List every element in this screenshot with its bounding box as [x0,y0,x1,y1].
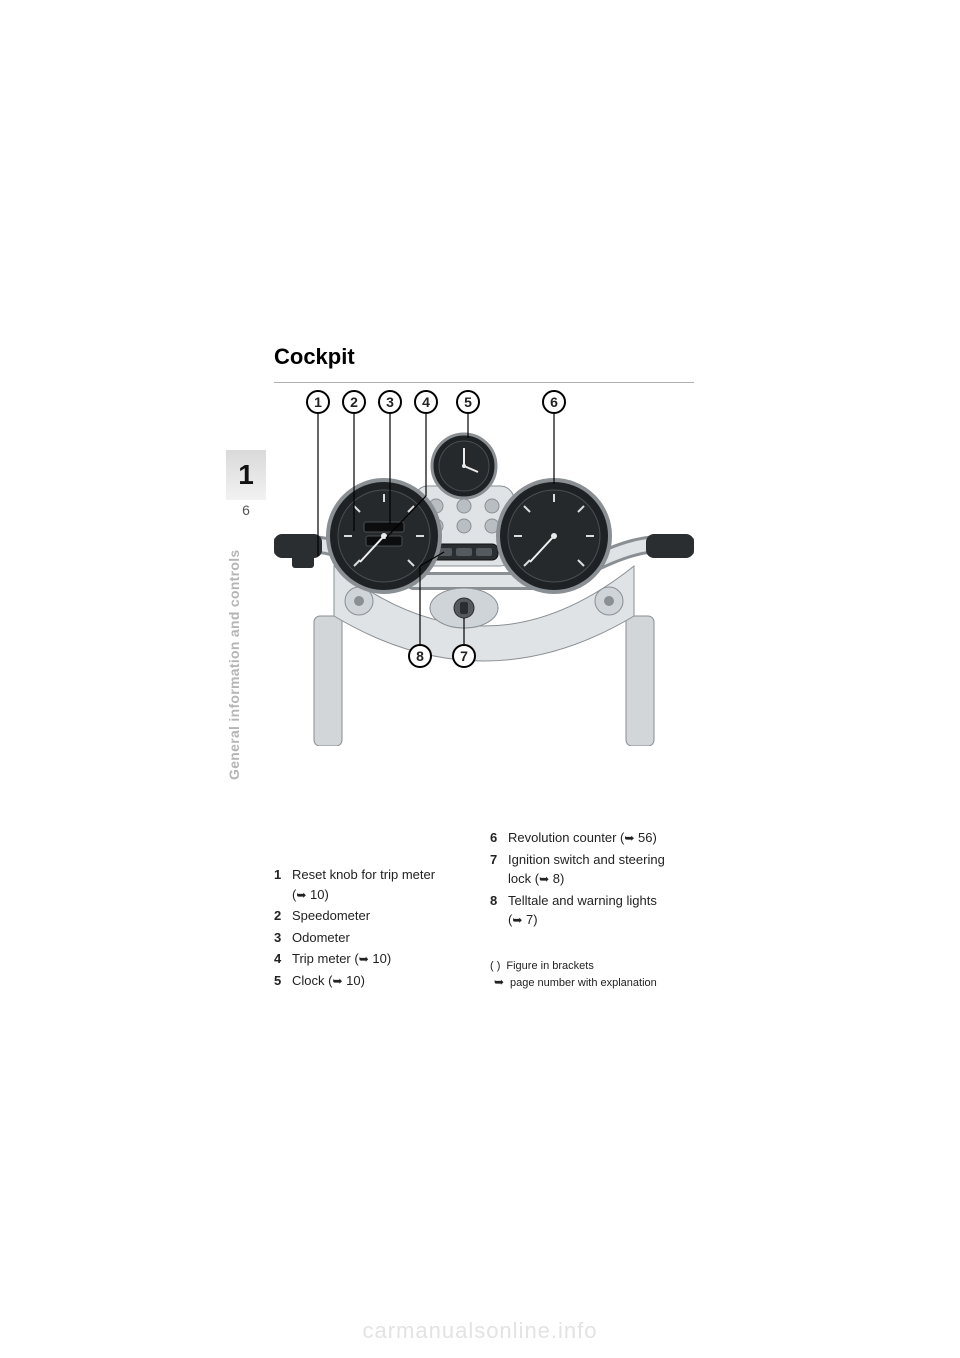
bracket-text: Figure in brackets [506,960,593,972]
legend-item-8: 8 Telltale and warning lights (➥ 7) [490,891,690,930]
page: Cockpit 1 6 General information and cont… [0,0,960,1358]
legend-item-2: 2 Speedometer [274,906,469,926]
legend-num: 5 [274,971,286,991]
side-section-label: General information and controls [226,549,242,780]
legend-text: Speedometer [292,906,469,926]
arrow-icon: ➥ [359,953,369,965]
callout-8: 8 [408,644,432,668]
legend-item-7: 7 Ignition switch and steering lock (➥ 8… [490,850,690,889]
title-rule [274,382,694,383]
chapter-number: 1 [238,459,254,491]
tachometer [498,480,610,592]
legend-text: Trip meter (➥ 10) [292,949,469,969]
callout-4: 4 [414,390,438,414]
callout-2: 2 [342,390,366,414]
speedometer [328,480,440,592]
arrow-text: page number with explanation [510,977,657,989]
cockpit-svg [274,386,694,746]
legend-right: 6 Revolution counter (➥ 56) 7 Ignition s… [490,828,690,932]
legend-item-1: 1 Reset knob for trip meter (➥ 10) [274,865,469,904]
arrow-icon: ➥ [624,832,634,844]
clock-gauge [432,434,496,498]
legend-item-4: 4 Trip meter (➥ 10) [274,949,469,969]
footnotes: ( ) Figure in brackets ➥ page number wit… [490,960,657,993]
legend-item-3: 3 Odometer [274,928,469,948]
footnote-brackets: ( ) Figure in brackets [490,960,657,972]
footnote-arrow: ➥ page number with explanation [490,976,657,989]
arrow-icon: ➥ [332,975,342,987]
legend-text: Odometer [292,928,469,948]
legend-num: 2 [274,906,286,926]
legend-text: Revolution counter (➥ 56) [508,828,690,848]
legend-num: 7 [490,850,502,889]
chapter-number-bg: 1 [226,450,266,500]
legend-num: 8 [490,891,502,930]
arrow-icon: ➥ [296,889,306,901]
legend-num: 4 [274,949,286,969]
legend-text: Clock (➥ 10) [292,971,469,991]
legend-text: Ignition switch and steering lock (➥ 8) [508,850,690,889]
callout-7: 7 [452,644,476,668]
legend-item-6: 6 Revolution counter (➥ 56) [490,828,690,848]
callout-5: 5 [456,390,480,414]
watermark: carmanualsonline.info [0,1318,960,1344]
side-tab: 1 6 [226,450,266,518]
callout-6: 6 [542,390,566,414]
legend-text: Telltale and warning lights (➥ 7) [508,891,690,930]
legend-item-5: 5 Clock (➥ 10) [274,971,469,991]
callout-1: 1 [306,390,330,414]
page-number: 6 [226,502,266,518]
legend-num: 3 [274,928,286,948]
legend-num: 1 [274,865,286,904]
bracket-symbol: ( ) [490,960,500,972]
arrow-icon: ➥ [512,914,522,926]
legend-num: 6 [490,828,502,848]
callout-3: 3 [378,390,402,414]
arrow-icon: ➥ [539,873,549,885]
legend-text: Reset knob for trip meter (➥ 10) [292,865,469,904]
legend-left: 1 Reset knob for trip meter (➥ 10) 2 Spe… [274,865,469,992]
arrow-icon: ➥ [490,976,504,988]
cockpit-diagram: 1 2 3 4 5 6 8 7 [274,386,694,746]
page-title: Cockpit [274,344,355,370]
